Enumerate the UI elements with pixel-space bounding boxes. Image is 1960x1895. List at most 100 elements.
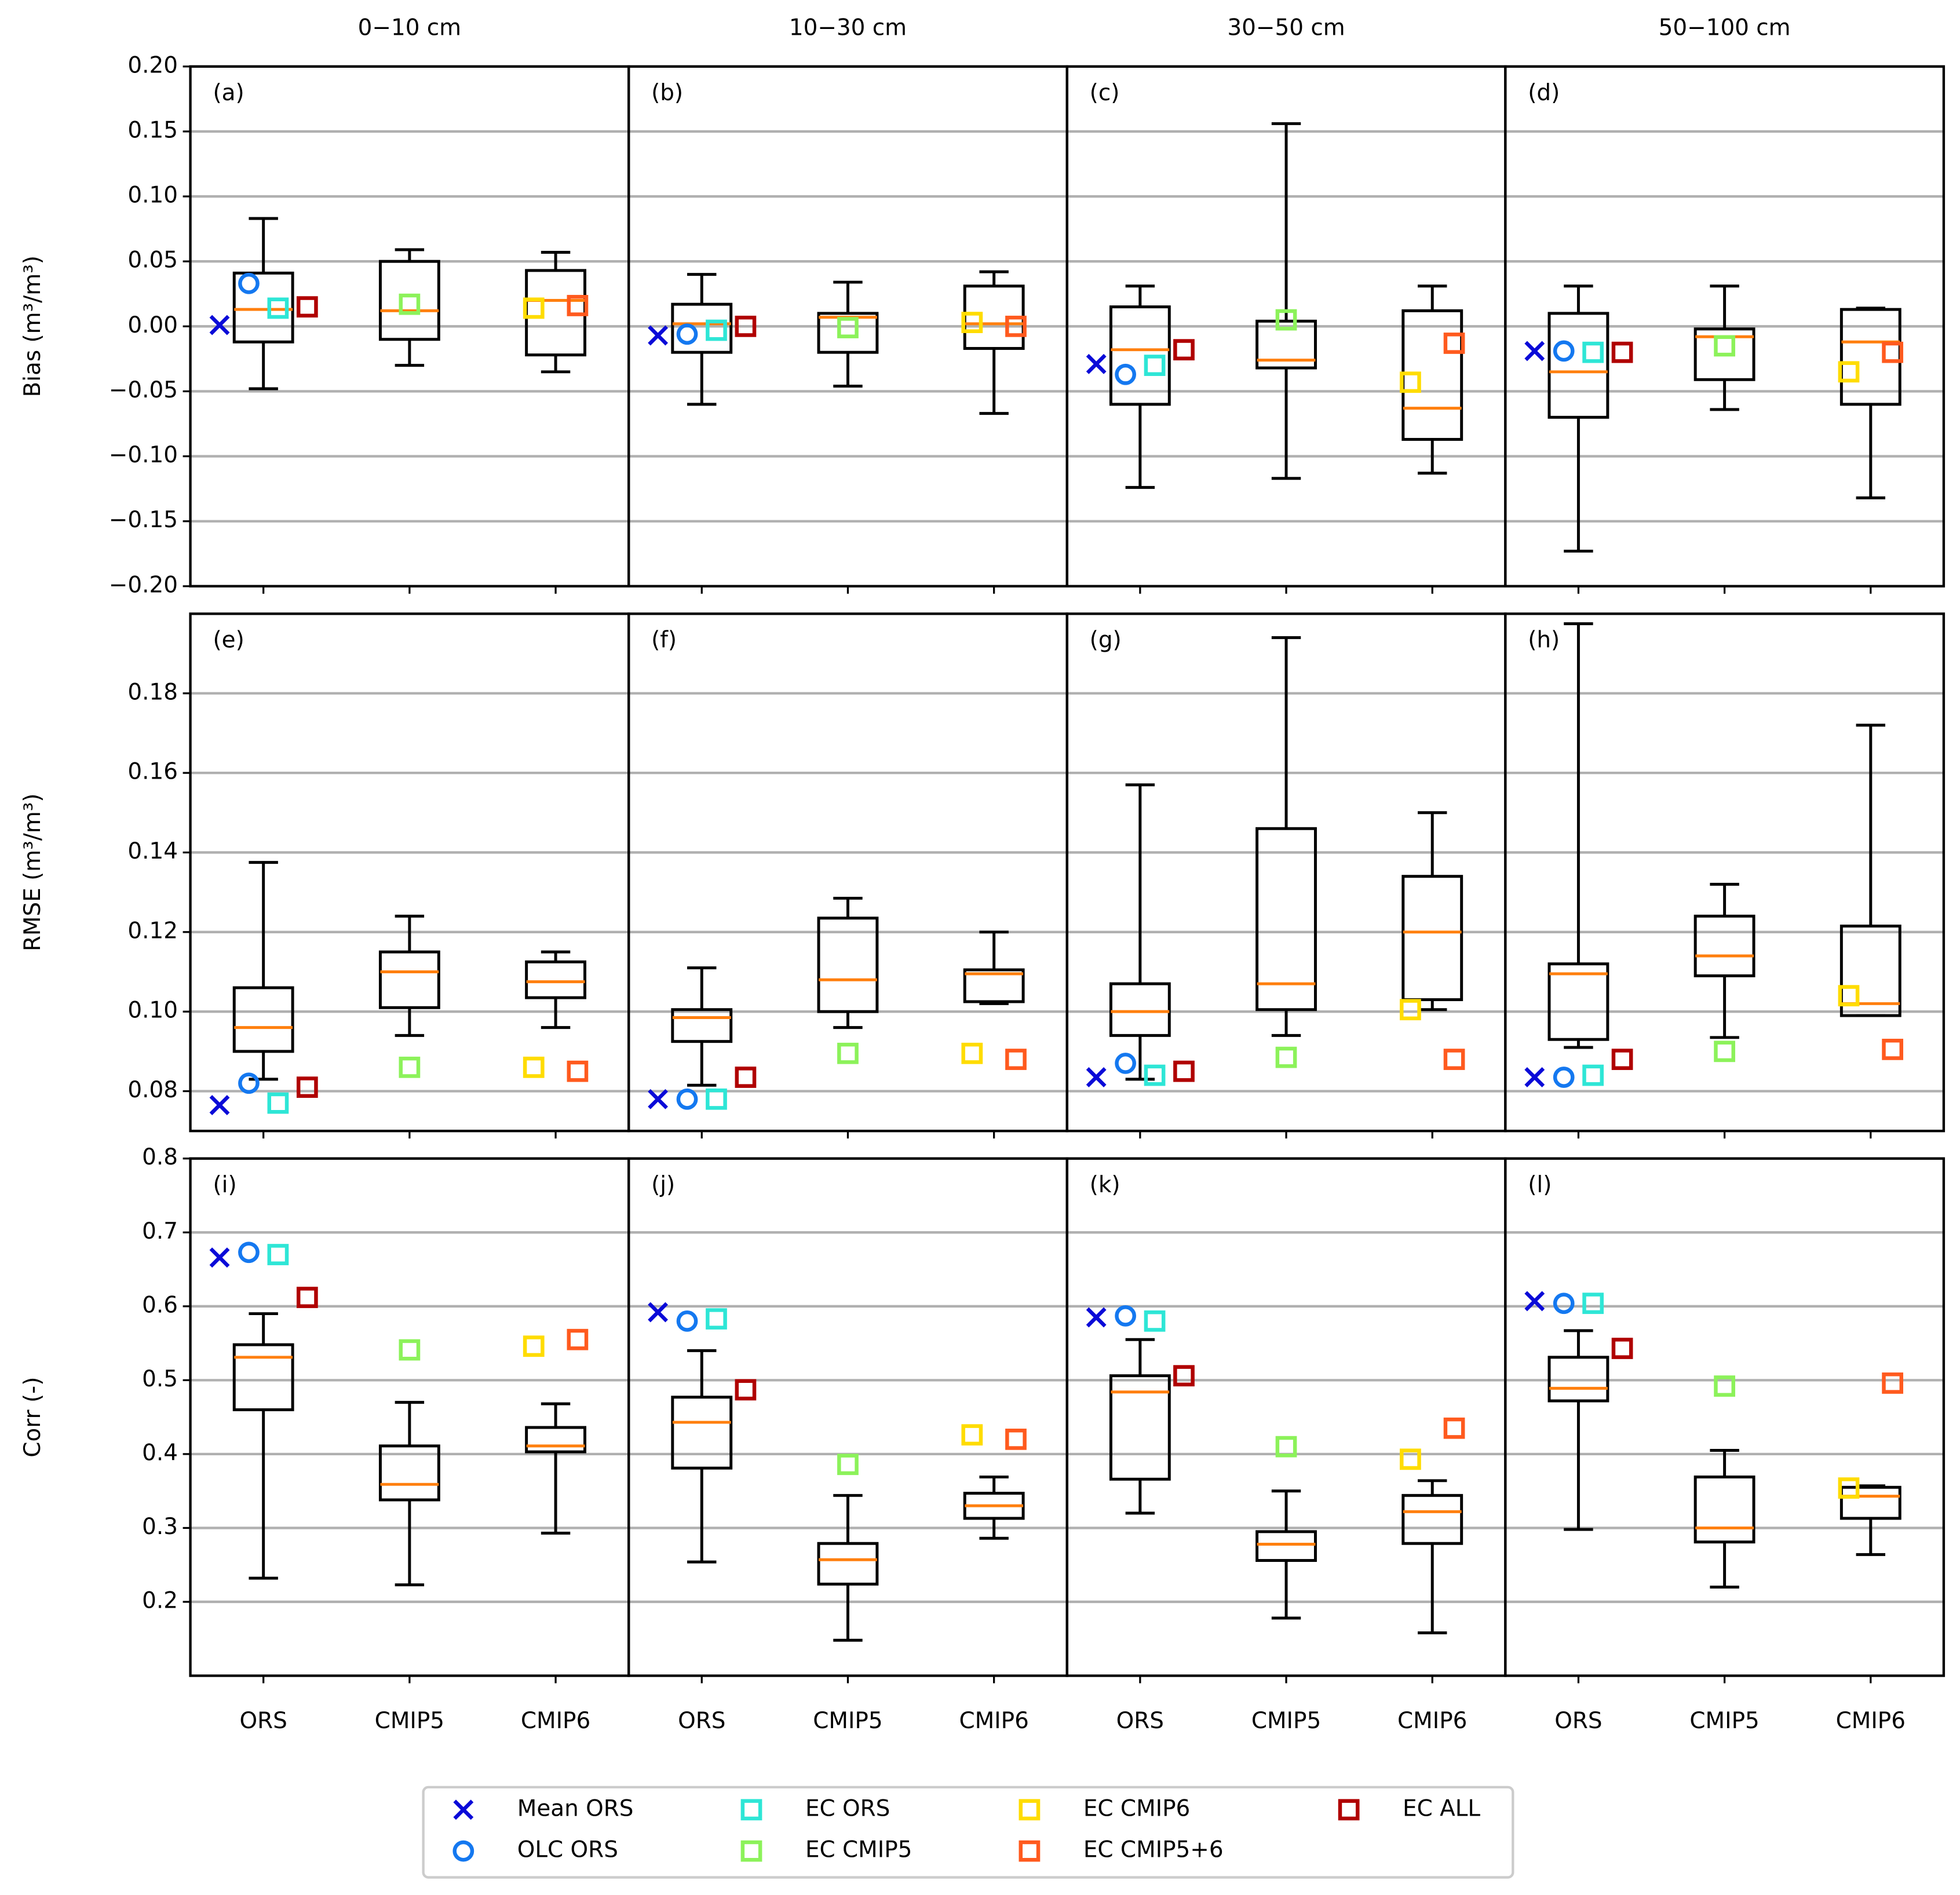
panel-label: (c) xyxy=(1090,80,1120,106)
box xyxy=(525,960,586,999)
box xyxy=(963,968,1025,1003)
box xyxy=(817,917,879,1013)
y-tick-label: 0.2 xyxy=(142,1587,178,1613)
y-tick-label: 0.16 xyxy=(127,759,178,785)
legend-marker xyxy=(1019,1840,1041,1862)
marker xyxy=(676,1088,698,1110)
box xyxy=(1693,914,1755,977)
marker xyxy=(1005,1429,1027,1450)
box xyxy=(1693,1475,1755,1544)
y-tick-label: 0.7 xyxy=(142,1218,178,1244)
y-tick-label: 0.08 xyxy=(127,1077,178,1103)
marker xyxy=(735,1379,757,1401)
panel-label: (k) xyxy=(1090,1172,1120,1198)
panel-label: (d) xyxy=(1528,80,1560,106)
panel-label: (g) xyxy=(1090,627,1122,653)
marker xyxy=(735,315,757,337)
marker xyxy=(1005,315,1027,337)
y-tick-label: −0.20 xyxy=(109,572,178,598)
box xyxy=(817,312,879,354)
marker xyxy=(1714,1375,1735,1397)
legend-label: EC ORS xyxy=(805,1795,890,1821)
panel-frame xyxy=(1504,65,1946,588)
marker xyxy=(1086,1067,1107,1087)
marker xyxy=(1582,1292,1604,1315)
y-tick-label: 0.14 xyxy=(127,838,178,864)
marker xyxy=(1838,361,1860,383)
y-tick-label: 0.00 xyxy=(127,312,178,338)
marker xyxy=(267,297,289,319)
marker xyxy=(1714,1040,1735,1062)
box xyxy=(1547,1356,1609,1403)
marker xyxy=(1553,1067,1575,1088)
legend-label: EC CMIP5+6 xyxy=(1083,1837,1224,1863)
marker xyxy=(523,1056,545,1078)
marker xyxy=(523,297,545,319)
x-tick-label: CMIP5 xyxy=(813,1708,882,1734)
marker xyxy=(706,1308,727,1330)
box xyxy=(378,950,440,1009)
marker xyxy=(735,1067,757,1088)
panel-frame xyxy=(1504,612,1946,1133)
marker xyxy=(1714,335,1735,357)
marker xyxy=(1400,1448,1421,1470)
box xyxy=(1693,327,1755,381)
legend-marker xyxy=(452,1840,475,1862)
marker xyxy=(1144,1064,1166,1086)
y-tick-label: 0.10 xyxy=(127,998,178,1024)
panel-label: (j) xyxy=(651,1172,675,1198)
y-tick-label: 0.10 xyxy=(127,182,178,209)
y-tick-label: −0.10 xyxy=(109,442,178,468)
box xyxy=(378,1444,440,1502)
box xyxy=(1255,1530,1317,1562)
marker xyxy=(238,1072,260,1094)
marker xyxy=(1553,340,1575,362)
marker xyxy=(837,1454,859,1476)
marker xyxy=(961,1424,983,1446)
marker xyxy=(1582,1064,1604,1086)
marker xyxy=(1553,1292,1575,1315)
x-tick-label: ORS xyxy=(1116,1708,1164,1734)
marker xyxy=(1173,339,1195,361)
y-tick-label: 0.8 xyxy=(142,1144,178,1170)
marker xyxy=(1115,1053,1136,1074)
x-tick-label: ORS xyxy=(1554,1708,1602,1734)
y-tick-label: 0.18 xyxy=(127,679,178,705)
box xyxy=(1255,319,1317,370)
y-axis-label: Bias (m³/m³) xyxy=(20,255,46,397)
marker xyxy=(399,1056,421,1078)
column-title: 50−100 cm xyxy=(1659,14,1791,41)
marker xyxy=(238,272,260,294)
marker xyxy=(1173,1060,1195,1082)
marker xyxy=(1838,1477,1860,1499)
box xyxy=(378,260,440,341)
marker xyxy=(267,1092,289,1114)
marker xyxy=(1173,1365,1195,1387)
box xyxy=(817,1542,879,1586)
marker xyxy=(567,1328,589,1350)
marker xyxy=(1524,1067,1545,1087)
marker xyxy=(1275,1046,1297,1068)
y-tick-label: 0.12 xyxy=(127,918,178,944)
marker xyxy=(1400,371,1421,393)
x-tick-label: ORS xyxy=(240,1708,287,1734)
box xyxy=(1839,925,1901,1017)
box xyxy=(1109,982,1171,1037)
marker xyxy=(399,1339,421,1361)
y-tick-label: 0.6 xyxy=(142,1292,178,1318)
marker xyxy=(523,1335,545,1357)
y-tick-label: 0.05 xyxy=(127,247,178,273)
marker xyxy=(1443,333,1465,354)
y-tick-label: −0.15 xyxy=(109,507,178,533)
marker xyxy=(961,1042,983,1064)
marker xyxy=(1443,1049,1465,1070)
marker xyxy=(209,1095,230,1115)
marker xyxy=(1086,1307,1107,1328)
marker xyxy=(1611,1338,1633,1359)
panel-label: (f) xyxy=(651,627,677,653)
box xyxy=(671,1008,733,1043)
marker xyxy=(706,319,727,341)
box xyxy=(1255,827,1317,1012)
marker xyxy=(1144,355,1166,376)
marker xyxy=(1582,341,1604,363)
